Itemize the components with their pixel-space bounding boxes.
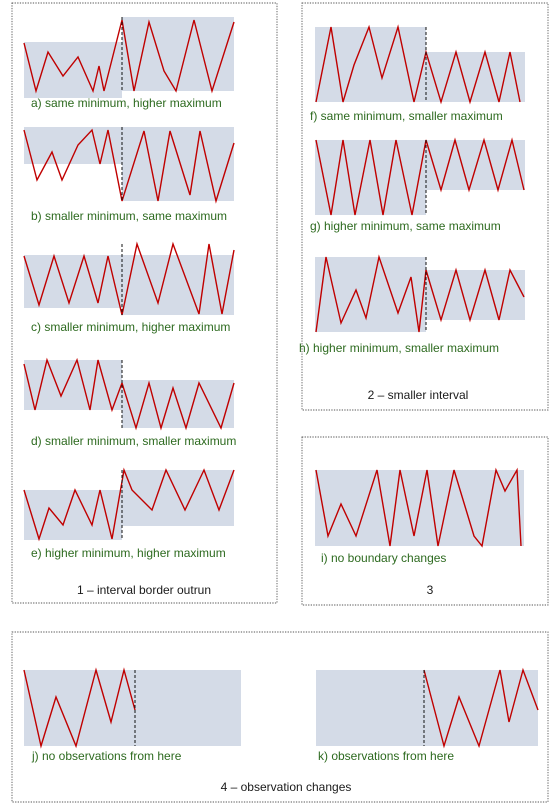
panel-f (315, 24, 525, 105)
observation-line-g (315, 137, 525, 216)
caption-e: e) higher minimum, higher maximum (31, 546, 226, 560)
observation-line-b (23, 128, 235, 204)
caption-d: d) smaller minimum, smaller maximum (31, 434, 236, 448)
group-4-frame (11, 631, 549, 803)
interval-band-b-2 (122, 127, 234, 201)
group-1-title: 1 – interval border outrun (77, 583, 211, 597)
caption-k: k) observations from here (318, 749, 454, 763)
interval-band-e-2 (122, 470, 234, 526)
panel-d (23, 357, 235, 431)
observation-line-e (23, 467, 235, 542)
panel-h (315, 254, 525, 333)
interval-band-a-1 (24, 42, 122, 98)
observation-line-a (23, 19, 235, 94)
caption-j: j) no observations from here (31, 749, 182, 763)
group-2-frame (301, 2, 549, 411)
group-3-title: 3 (427, 583, 434, 597)
panel-c (23, 241, 235, 316)
observation-line-j (23, 667, 136, 749)
panel-j (23, 667, 241, 749)
caption-h: h) higher minimum, smaller maximum (299, 341, 499, 355)
observation-line-k (423, 667, 539, 749)
panel-b (23, 127, 235, 204)
caption-a: a) same minimum, higher maximum (31, 96, 222, 110)
panel-i (315, 467, 524, 548)
interval-band-c-2 (122, 255, 234, 315)
interval-band-h-2 (426, 270, 525, 320)
group-2-title: 2 – smaller interval (368, 388, 469, 402)
panel-e (23, 467, 235, 542)
panel-g (315, 137, 525, 216)
interval-band-a-2 (122, 17, 234, 91)
observation-line-h (315, 254, 525, 333)
caption-g: g) higher minimum, same maximum (310, 219, 501, 233)
group-4-title: 4 – observation changes (221, 780, 352, 794)
group-1-frame (11, 2, 278, 604)
panel-a (23, 17, 235, 98)
caption-b: b) smaller minimum, same maximum (31, 209, 227, 223)
interval-band-f-1 (315, 27, 426, 102)
panel-k (316, 667, 539, 749)
caption-f: f) same minimum, smaller maximum (310, 109, 503, 123)
interval-band-b-1 (24, 127, 122, 164)
caption-i: i) no boundary changes (321, 551, 446, 565)
observation-line-f (315, 24, 521, 105)
interval-band-j-1 (24, 670, 241, 746)
observation-line-i (315, 467, 522, 548)
interval-band-c-1 (24, 255, 122, 308)
group-3-frame (301, 436, 549, 606)
caption-c: c) smaller minimum, higher maximum (31, 320, 230, 334)
interval-band-f-2 (426, 52, 525, 102)
interval-band-g-2 (426, 140, 525, 190)
